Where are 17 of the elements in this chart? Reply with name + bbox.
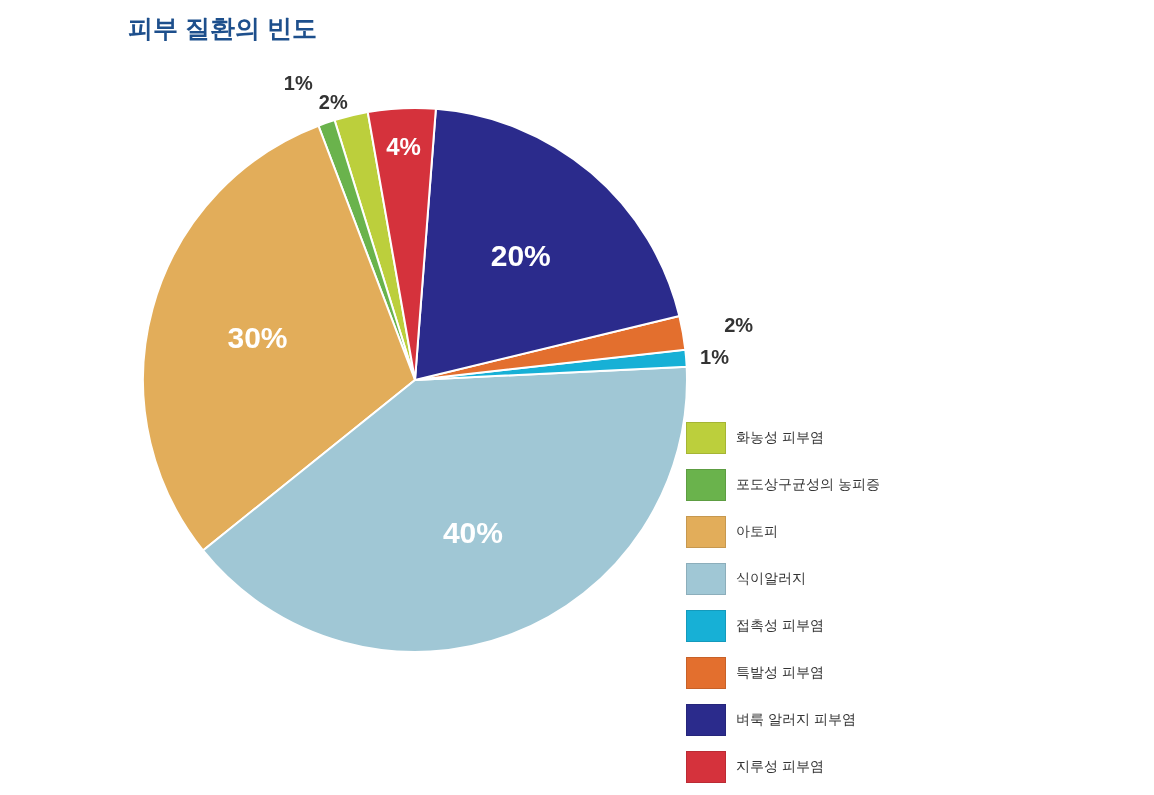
data-label: 40% (442, 516, 503, 550)
data-label: 30% (227, 320, 288, 354)
legend-label: 벼룩 알러지 피부염 (736, 710, 856, 729)
chart-title: 피부 질환의 빈도 (128, 13, 317, 44)
legend-label: 식이알러지 (736, 569, 806, 588)
legend-label: 화농성 피부염 (736, 428, 824, 447)
legend-label: 특발성 피부염 (736, 663, 824, 682)
data-label: 20% (490, 239, 551, 273)
legend-label: 접촉성 피부염 (736, 616, 824, 635)
data-label: 2% (724, 314, 754, 337)
legend-label: 지루성 피부염 (736, 757, 824, 776)
legend-label: 아토피 (736, 522, 778, 541)
legend-label: 포도상구균성의 농피증 (736, 475, 880, 494)
data-label: 2% (318, 91, 348, 114)
data-label: 4% (386, 132, 421, 160)
data-label: 1% (283, 72, 313, 95)
data-label: 1% (700, 346, 730, 369)
